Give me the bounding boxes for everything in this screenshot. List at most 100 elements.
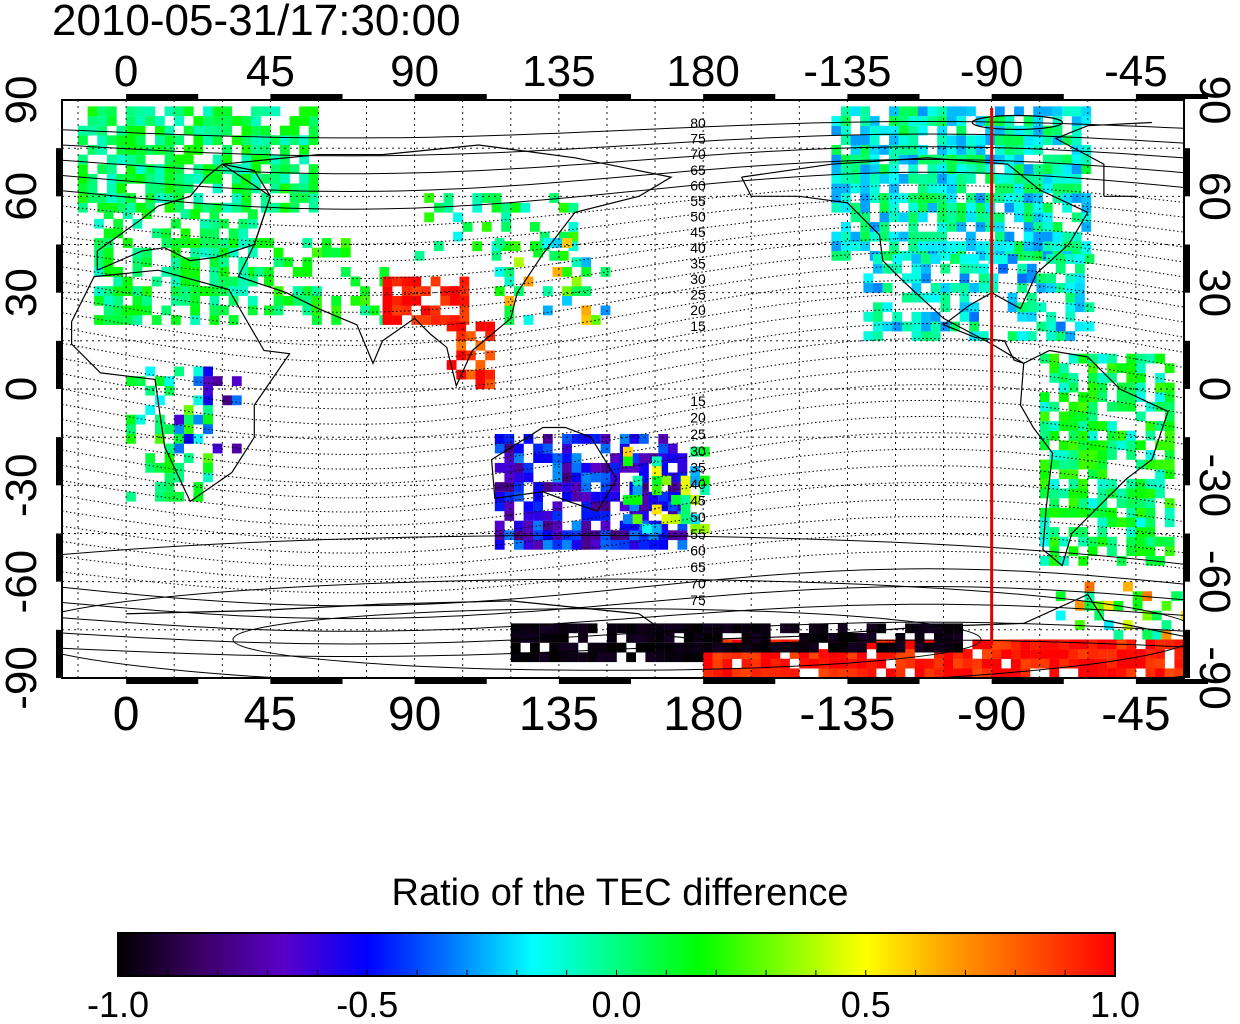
tick-bar-bottom [703, 679, 776, 684]
tec-cell [1145, 668, 1156, 678]
tec-cell [1068, 546, 1079, 557]
tec-cell [135, 125, 146, 136]
tec-cell [969, 311, 979, 322]
tec-cell [280, 173, 290, 184]
tec-cell [924, 658, 935, 669]
tec-cell [164, 462, 175, 473]
tick-bar-top [847, 94, 920, 99]
tec-cell [1097, 507, 1108, 518]
tec-cell [677, 453, 688, 463]
tec-cell [1039, 649, 1050, 659]
tec-cell [520, 652, 531, 663]
tec-cell [818, 633, 829, 643]
tec-cell [520, 633, 531, 643]
tec-cell [299, 154, 309, 165]
tec-cell [558, 202, 569, 213]
tec-cell [1033, 164, 1044, 174]
tec-cell [841, 202, 851, 213]
tec-cell [475, 379, 486, 390]
tec-cell [462, 222, 473, 232]
tec-cell [908, 202, 919, 213]
tec-cell [699, 446, 710, 457]
tec-cell [193, 125, 204, 136]
tec-cell [193, 135, 204, 146]
tec-cell [1071, 164, 1082, 174]
tec-cell [1023, 241, 1034, 252]
tec-cell [183, 434, 194, 444]
tec-cell [1164, 382, 1175, 393]
tick-bar-right [1185, 533, 1190, 582]
tec-cell [1039, 421, 1050, 431]
tec-cell [280, 183, 290, 194]
tec-cell [619, 434, 630, 444]
tec-cell [908, 106, 919, 117]
tec-cell [116, 135, 127, 146]
tec-cell [331, 305, 342, 316]
contour-label: 15 [690, 318, 706, 334]
tec-cell [1017, 331, 1028, 341]
tec-cell [1059, 469, 1069, 480]
tec-cell [382, 276, 393, 287]
tec-cell [1107, 450, 1117, 460]
tec-cell [985, 116, 995, 126]
tec-cell [164, 482, 175, 492]
tec-cell [760, 658, 771, 669]
tec-cell [113, 305, 124, 316]
tec-cell [994, 222, 1005, 232]
tec-cell [1065, 273, 1076, 284]
lon-tick-label-top: 90 [390, 47, 439, 96]
tec-cell [1135, 658, 1146, 669]
tec-cell [78, 164, 88, 174]
tec-cell [453, 231, 463, 242]
tec-cell [690, 466, 701, 476]
tec-cell [1042, 125, 1053, 136]
tec-cell [549, 193, 560, 203]
tec-cell [1126, 546, 1137, 557]
tec-cell [568, 652, 579, 663]
tec-cell [542, 539, 553, 550]
coastline [62, 121, 1152, 197]
tec-cell [212, 376, 223, 386]
tec-cell [430, 276, 441, 287]
tec-cell [1097, 459, 1108, 470]
tec-cell [321, 238, 332, 248]
tec-cell [751, 668, 761, 678]
tec-cell [908, 116, 919, 126]
tec-cell [1078, 488, 1088, 499]
lon-tick-label-top: -45 [1104, 47, 1168, 96]
tec-cell [831, 183, 842, 194]
tec-cell [655, 633, 665, 643]
tec-cell [857, 642, 867, 653]
tec-cell [658, 520, 669, 531]
tec-cell [911, 321, 922, 332]
tec-cell [433, 241, 444, 252]
tec-cell [882, 263, 893, 274]
tec-cell [183, 173, 194, 184]
tec-cell [552, 482, 563, 492]
tick-bar-top [126, 94, 199, 99]
tec-cell [1097, 478, 1108, 489]
tec-cell [1155, 668, 1165, 678]
tec-cell [889, 193, 899, 203]
tec-cell [953, 658, 963, 669]
tec-cell [1229, 630, 1239, 640]
tec-cell [1078, 392, 1088, 402]
tec-cell [732, 642, 742, 653]
tec-cell [1126, 517, 1137, 528]
tec-cell [142, 286, 152, 296]
tick-bar-right [1185, 629, 1190, 678]
tec-cell [1097, 353, 1108, 364]
tec-cell [597, 642, 608, 653]
tec-cell [571, 520, 582, 531]
tec-cell [103, 315, 114, 325]
tec-cell [1065, 302, 1076, 313]
tec-cell [1004, 173, 1015, 184]
tec-cell [994, 173, 1005, 184]
tec-cell [1039, 459, 1050, 470]
tec-cell [568, 623, 579, 634]
tec-cell [600, 511, 611, 521]
tec-cell [930, 292, 941, 303]
tec-cell [1084, 600, 1095, 611]
tec-cell [898, 116, 909, 126]
tec-cell [222, 395, 233, 406]
